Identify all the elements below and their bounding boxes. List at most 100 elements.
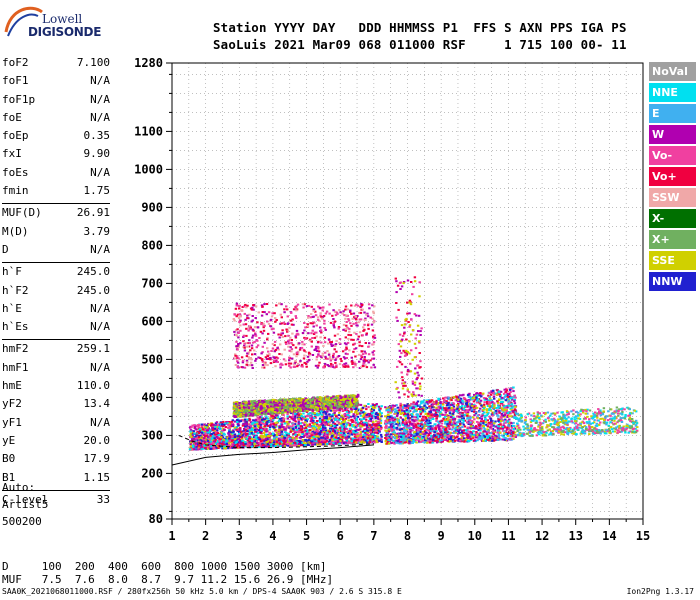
param-label: h`F2 [2,283,29,297]
header-columns: Station YYYY DAY DDD HHMMSS P1 FFS S AXN… [213,20,627,35]
lower-model-curve [171,444,374,466]
legend-item-ssw: SSW [649,188,696,207]
lowell-digisonde-logo: Lowell DIGISONDE [2,2,101,46]
param-label: yF1 [2,415,22,429]
y-tick-label: 600 [141,314,163,328]
x-tick-label: 9 [438,529,445,543]
y-tick-label: 400 [141,390,163,404]
param-label: hmE [2,379,22,393]
x-tick-label: 14 [602,529,616,543]
param-label: hmF1 [2,360,29,374]
param-row: yE 20.0 [2,434,110,452]
x-tick-label: 2 [202,529,209,543]
x-tick-label: 12 [535,529,549,543]
param-label: MUF(D) [2,206,42,220]
x-tick-label: 5 [303,529,310,543]
param-row: hmF2 259.1 [2,342,110,360]
param-row: h`F 245.0 [2,265,110,283]
param-value: 110.0 [76,379,110,393]
param-row: hmE 110.0 [2,379,110,397]
param-value: N/A [90,360,110,374]
param-value: N/A [90,92,110,106]
param-label: M(D) [2,224,29,238]
legend-item-x-: X+ [649,230,696,249]
param-label: yF2 [2,397,22,411]
param-value: 1.75 [83,184,111,198]
param-label: h`F [2,265,22,279]
param-value: 245.0 [76,283,110,297]
param-value: 26.91 [76,206,110,220]
param-value: 0.35 [83,129,111,143]
x-tick-label: 6 [337,529,344,543]
grid-lines [171,63,644,519]
echo-region [515,406,639,438]
param-value: 245.0 [76,265,110,279]
legend-item-sse: SSE [649,251,696,270]
legend-item-nnw: NNW [649,272,696,291]
param-value: N/A [90,415,110,429]
param-value: 33 [96,492,110,506]
param-row: D N/A [2,243,110,261]
header-values: SaoLuis 2021 Mar09 068 011000 RSF 1 715 … [213,37,627,52]
param-label: foEs [2,165,29,179]
param-label: h`Es [2,320,29,334]
legend-item-vo-: Vo- [649,146,696,165]
y-tick-label: 900 [141,200,163,214]
param-row: yF1 N/A [2,416,110,434]
param-label: foF2 [2,56,29,69]
param-label: B1 [2,470,16,484]
param-value: N/A [90,74,110,88]
artist-label: Artist5 [2,498,49,511]
param-row: h`E N/A [2,302,110,320]
y-tick-label: 1000 [134,162,163,176]
legend-item-e: E [649,104,696,123]
param-label: h`E [2,301,22,315]
muf-row: MUF 7.5 7.6 8.0 8.7 9.7 11.2 15.6 26.9 [… [2,573,334,586]
legend-item-w: W [649,125,696,144]
param-row: foF1p N/A [2,93,110,111]
param-row: foF2 7.100 [2,56,110,74]
param-separator [2,489,110,491]
param-label: fmin [2,184,29,198]
param-row: h`F2 245.0 [2,284,110,302]
param-label: C-level [2,492,49,506]
param-label: hmF2 [2,342,29,356]
param-label: foEp [2,129,29,143]
param-label: yE [2,433,16,447]
x-tick-label: 10 [468,529,482,543]
echo-region [188,403,383,451]
param-row: B1 1.15 [2,471,110,489]
x-tick-label: 15 [636,529,650,543]
x-tick-label: 3 [236,529,243,543]
echo-region [394,276,424,399]
footer-file-info: SAA0K_2021068011000.RSF / 280fx256h 50 k… [2,587,402,596]
auto-label: Auto: [2,481,36,494]
param-row: M(D) 3.79 [2,225,110,243]
echo-region [232,302,377,369]
x-tick-label: 8 [404,529,411,543]
artist-code: 500200 [2,515,42,528]
legend-item-vo-: Vo+ [649,167,696,186]
param-value: N/A [90,320,110,334]
param-value: 1.15 [83,470,111,484]
param-row: MUF(D) 26.91 [2,206,110,224]
legend-item-nne: NNE [649,83,696,102]
param-value: N/A [90,165,110,179]
logo-digisonde-text: DIGISONDE [28,25,102,39]
param-row: yF2 13.4 [2,397,110,415]
x-tick-label: 1 [168,529,175,543]
param-value: 3.79 [83,224,111,238]
param-label: D [2,242,9,256]
param-label: B0 [2,452,16,466]
param-row: foF1 N/A [2,74,110,92]
x-tick-label: 13 [568,529,582,543]
param-row: foEs N/A [2,166,110,184]
y-tick-label: 300 [141,428,163,442]
param-label: foE [2,110,22,124]
param-row: foEp 0.35 [2,129,110,147]
param-label: foF1p [2,92,36,106]
y-tick-label: 200 [141,466,163,480]
param-separator [2,262,110,264]
param-value: N/A [90,301,110,315]
